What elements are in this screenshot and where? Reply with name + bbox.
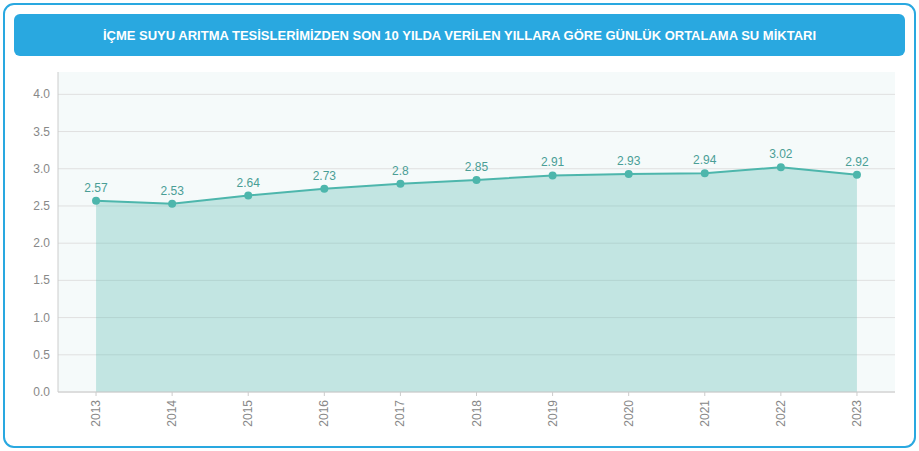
y-axis: 0.0 0.5 1.0 1.5 2.0 2.5 3.0 3.5 4.0 bbox=[33, 72, 895, 399]
data-label: 2.93 bbox=[617, 154, 641, 168]
x-tick-label: 2014 bbox=[165, 400, 179, 427]
series bbox=[92, 163, 861, 392]
x-tick bbox=[476, 392, 477, 396]
y-tick-label: 2.0 bbox=[33, 236, 50, 250]
grid-line bbox=[58, 131, 895, 132]
x-tick bbox=[324, 392, 325, 396]
x-tick-label: 2017 bbox=[393, 400, 407, 427]
data-label: 2.91 bbox=[541, 155, 565, 169]
data-label: 2.85 bbox=[465, 160, 489, 174]
plot-background bbox=[58, 72, 895, 392]
y-tick-label: 1.5 bbox=[33, 273, 50, 287]
data-label: 2.64 bbox=[237, 176, 261, 190]
y-axis-line bbox=[58, 72, 59, 392]
title: İÇME SUYU ARITMA TESİSLERİMİZDEN SON 10 … bbox=[103, 28, 816, 43]
data-label: 2.73 bbox=[313, 169, 337, 183]
x-tick-label: 2015 bbox=[241, 400, 255, 427]
y-tick-label: 4.0 bbox=[33, 87, 50, 101]
x-tick-label: 2018 bbox=[470, 400, 484, 427]
x-tick bbox=[172, 392, 173, 396]
point bbox=[396, 180, 404, 188]
y-tick-label: 3.5 bbox=[33, 125, 50, 139]
x-tick-label: 2020 bbox=[622, 400, 636, 427]
x-tick bbox=[704, 392, 705, 396]
point bbox=[320, 185, 328, 193]
y-tick-label: 0.0 bbox=[33, 385, 50, 399]
data-label: 2.92 bbox=[845, 155, 869, 169]
grid-line bbox=[58, 94, 895, 95]
y-tick-label: 0.5 bbox=[33, 348, 50, 362]
x-tick-label: 2013 bbox=[89, 400, 103, 427]
data-labels: 2.57 2.53 2.64 2.73 2.8 2.85 2.91 2.93 2.94 3.02 2… bbox=[84, 147, 869, 197]
title-bar bbox=[14, 14, 905, 56]
x-tick bbox=[96, 392, 97, 396]
y-tick-label: 2.5 bbox=[33, 199, 50, 213]
point bbox=[625, 170, 633, 178]
border bbox=[4, 4, 915, 447]
y-tick-label: 1.0 bbox=[33, 311, 50, 325]
point bbox=[549, 171, 557, 179]
point bbox=[244, 192, 252, 200]
x-tick bbox=[248, 392, 249, 396]
point bbox=[853, 171, 861, 179]
chart: İÇME SUYU ARITMA TESİSLERİMİZDEN SON 10 … bbox=[0, 0, 919, 451]
x-tick bbox=[856, 392, 857, 396]
x-tick-label: 2016 bbox=[317, 400, 331, 427]
x-tick bbox=[628, 392, 629, 396]
data-label: 3.02 bbox=[769, 147, 793, 161]
x-axis: 2013 2014 2015 2016 2017 2018 2019 2020 2021 2022… bbox=[58, 392, 895, 427]
x-tick bbox=[400, 392, 401, 396]
area bbox=[96, 167, 857, 392]
data-label: 2.57 bbox=[84, 181, 108, 195]
point bbox=[92, 197, 100, 205]
x-tick bbox=[552, 392, 553, 396]
x-tick-label: 2021 bbox=[698, 400, 712, 427]
point bbox=[777, 163, 785, 171]
x-tick-label: 2023 bbox=[850, 400, 864, 427]
x-tick-label: 2022 bbox=[774, 400, 788, 427]
y-tick-label: 3.0 bbox=[33, 162, 50, 176]
data-label: 2.94 bbox=[693, 153, 717, 167]
data-label: 2.8 bbox=[392, 164, 409, 178]
point bbox=[473, 176, 481, 184]
point bbox=[168, 200, 176, 208]
point bbox=[701, 169, 709, 177]
data-label: 2.53 bbox=[160, 184, 184, 198]
x-tick bbox=[780, 392, 781, 396]
x-tick-label: 2019 bbox=[546, 400, 560, 427]
